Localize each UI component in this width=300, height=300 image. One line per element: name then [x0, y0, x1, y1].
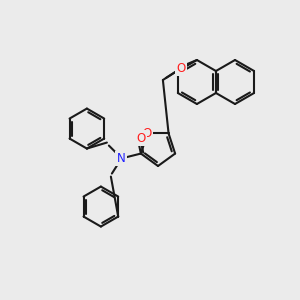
Text: N: N	[116, 152, 125, 165]
Text: O: O	[176, 61, 185, 74]
Text: O: O	[143, 127, 152, 140]
Text: O: O	[136, 132, 146, 145]
